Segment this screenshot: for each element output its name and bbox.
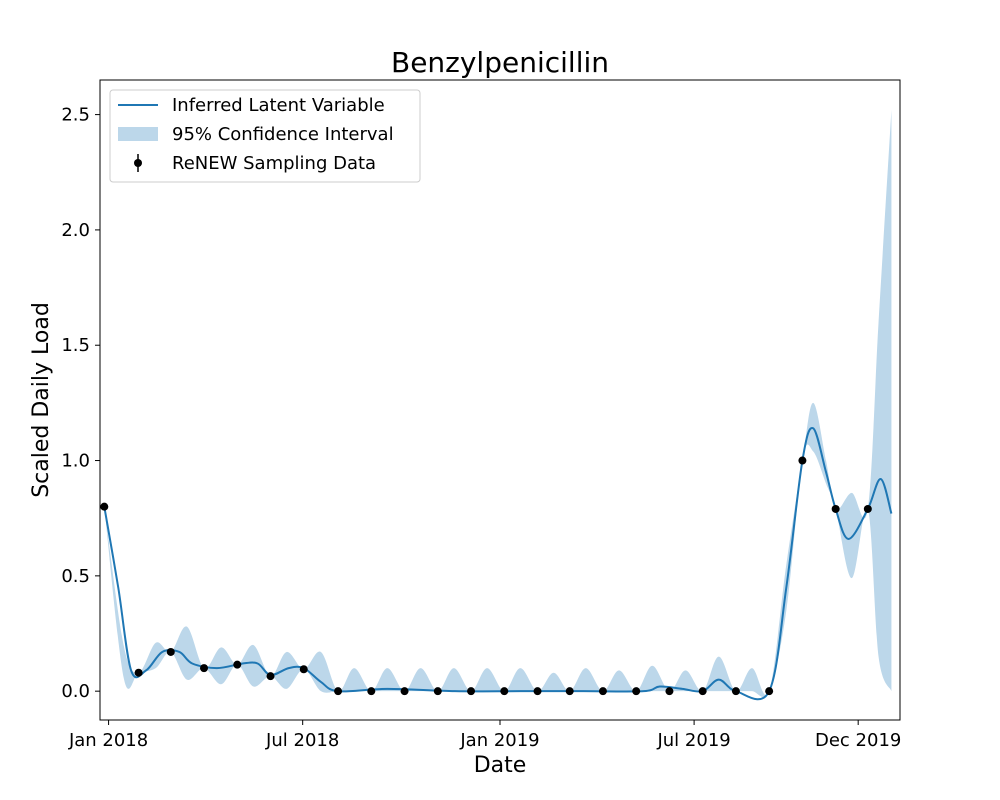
x-tick-label: Dec 2019 [815, 730, 901, 751]
sampling-data-point [831, 504, 840, 513]
y-tick-label: 2.5 [61, 105, 90, 126]
sampling-data-point [200, 664, 209, 673]
sampling-data-point [798, 456, 807, 465]
plot-area [103, 109, 893, 701]
legend-entry-line: Inferred Latent Variable [172, 95, 385, 116]
sampling-data-point [233, 660, 242, 669]
sampling-data-point [134, 668, 143, 677]
chart-title: Benzylpenicillin [391, 46, 609, 79]
sampling-data-point [698, 687, 707, 696]
plot-layer [100, 109, 893, 701]
y-tick-label: 2.0 [61, 220, 90, 241]
y-tick-label: 0.5 [61, 566, 90, 587]
confidence-band [104, 109, 892, 698]
x-tick-label: Jul 2019 [656, 730, 730, 751]
sampling-data-point [500, 687, 509, 696]
y-tick-label: 0.0 [61, 681, 90, 702]
latent-variable-line [103, 426, 893, 701]
sampling-data-point [632, 687, 641, 696]
x-tick-label: Jul 2018 [265, 730, 339, 751]
sampling-data-point [334, 687, 343, 696]
y-axis-label: Scaled Daily Load [29, 302, 54, 498]
legend-box [109, 89, 421, 183]
sampling-data-point [765, 687, 774, 696]
legend: Inferred Latent Variable 95% Confidence … [109, 89, 421, 183]
sampling-data-point [533, 687, 542, 696]
axis-layer: Jan 2018 Jul 2018 Jan 2019 Jul 2019 Dec 2019… [61, 105, 901, 751]
x-tick-label: Jan 2018 [68, 730, 148, 751]
sampling-data-point [433, 687, 442, 696]
sampling-data-point [467, 687, 476, 696]
sampling-data-point [400, 687, 409, 696]
legend-point-swatch [134, 159, 142, 167]
sampling-data-point [367, 687, 376, 696]
x-tick-label: Jan 2019 [459, 730, 539, 751]
sampling-data-point [565, 687, 574, 696]
sampling-data-point [731, 687, 740, 696]
y-tick-label: 1.0 [61, 451, 90, 472]
sampling-data-point [598, 687, 607, 696]
sampling-data-point [863, 504, 872, 513]
x-axis-label: Date [474, 753, 527, 778]
sampling-data-point [266, 672, 275, 681]
sampling-data-point [166, 647, 175, 656]
y-tick-label: 1.5 [61, 335, 90, 356]
legend-entry-band: 95% Confidence Interval [172, 124, 394, 145]
legend-band-swatch [118, 127, 158, 141]
sampling-data-point [100, 502, 109, 511]
sampling-data-point [665, 687, 674, 696]
legend-entry-points: ReNEW Sampling Data [172, 153, 376, 174]
sampling-data-point [299, 665, 308, 674]
